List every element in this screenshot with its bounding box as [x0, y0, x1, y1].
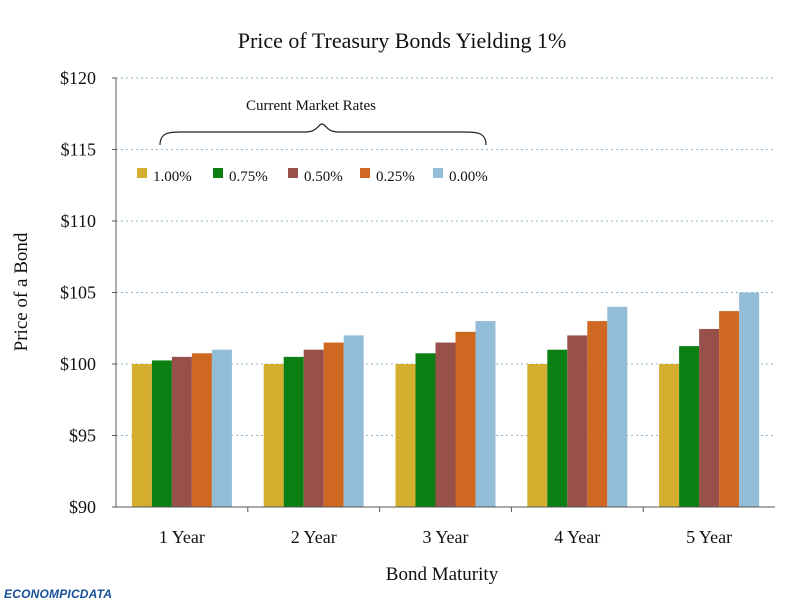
x-tick-labels: 1 Year 2 Year 3 Year 4 Year 5 Year: [159, 527, 732, 547]
x-tick-label: 4 Year: [554, 527, 600, 547]
legend-label: 0.25%: [376, 169, 415, 185]
bar-3-year-0-00pct: [475, 321, 496, 507]
bar-4-year-0-75pct: [547, 349, 568, 507]
bar-2-year-0-50pct: [303, 349, 324, 507]
bar-3-year-0-50pct: [435, 342, 456, 507]
bar-5-year-0-25pct: [719, 311, 740, 507]
legend-label: 1.00%: [153, 169, 192, 185]
legend-swatch: [137, 168, 147, 178]
bar-4-year-1-00pct: [527, 364, 548, 507]
bar-1-year-0-00pct: [211, 349, 232, 507]
bar-2-year-1-00pct: [263, 364, 284, 507]
legend-swatch: [360, 168, 370, 178]
bar-4-year-0-00pct: [607, 306, 628, 507]
legend-swatch: [213, 168, 223, 178]
legend-label: 0.00%: [449, 169, 488, 185]
bar-5-year-0-50pct: [699, 328, 720, 507]
bar-2-year-0-25pct: [323, 342, 344, 507]
bar-5-year-0-75pct: [679, 346, 700, 507]
bar-5-year-0-00pct: [739, 292, 760, 507]
economicdata-watermark: ECONOMPICDATA: [4, 587, 112, 601]
bar-4-year-0-25pct: [587, 321, 608, 507]
bar-3-year-0-75pct: [415, 353, 436, 507]
y-tick-label: $105: [60, 283, 96, 303]
bar-2-year-0-75pct: [283, 356, 304, 507]
bar-5-year-1-00pct: [659, 364, 680, 507]
chart-title: Price of Treasury Bonds Yielding 1%: [238, 28, 567, 53]
y-tick-label: $90: [69, 497, 96, 517]
bar-groups: [131, 292, 760, 507]
legend-swatch: [288, 168, 298, 178]
legend: 1.00% 0.75% 0.50% 0.25% 0.00%: [137, 168, 488, 185]
x-tick-label: 5 Year: [686, 527, 732, 547]
bar-1-year-0-75pct: [151, 360, 172, 507]
y-tick-labels: $90 $95 $100 $105 $110 $115 $120: [60, 68, 116, 517]
y-tick-label: $120: [60, 68, 96, 88]
y-tick-label: $115: [61, 140, 96, 160]
bar-1-year-1-00pct: [131, 364, 152, 507]
x-tick-label: 2 Year: [291, 527, 337, 547]
y-axis-title: Price of a Bond: [11, 232, 32, 351]
bar-1-year-0-50pct: [171, 356, 192, 507]
x-tick-label: 3 Year: [422, 527, 468, 547]
y-tick-label: $95: [69, 426, 96, 446]
legend-label: 0.50%: [304, 169, 343, 185]
x-tick-label: 1 Year: [159, 527, 205, 547]
bar-4-year-0-50pct: [567, 335, 588, 507]
bar-3-year-0-25pct: [455, 331, 476, 507]
y-tick-label: $110: [61, 211, 96, 231]
legend-swatch: [433, 168, 443, 178]
x-axis-title: Bond Maturity: [386, 564, 499, 585]
bar-3-year-1-00pct: [395, 364, 416, 507]
x-tick-marks: [247, 507, 644, 512]
current-market-rates-brace: [159, 123, 487, 146]
legend-label: 0.75%: [229, 169, 268, 185]
current-market-rates-annotation: Current Market Rates: [246, 98, 376, 114]
bar-2-year-0-00pct: [343, 335, 364, 507]
bar-1-year-0-25pct: [191, 353, 212, 507]
y-tick-label: $100: [60, 354, 96, 374]
